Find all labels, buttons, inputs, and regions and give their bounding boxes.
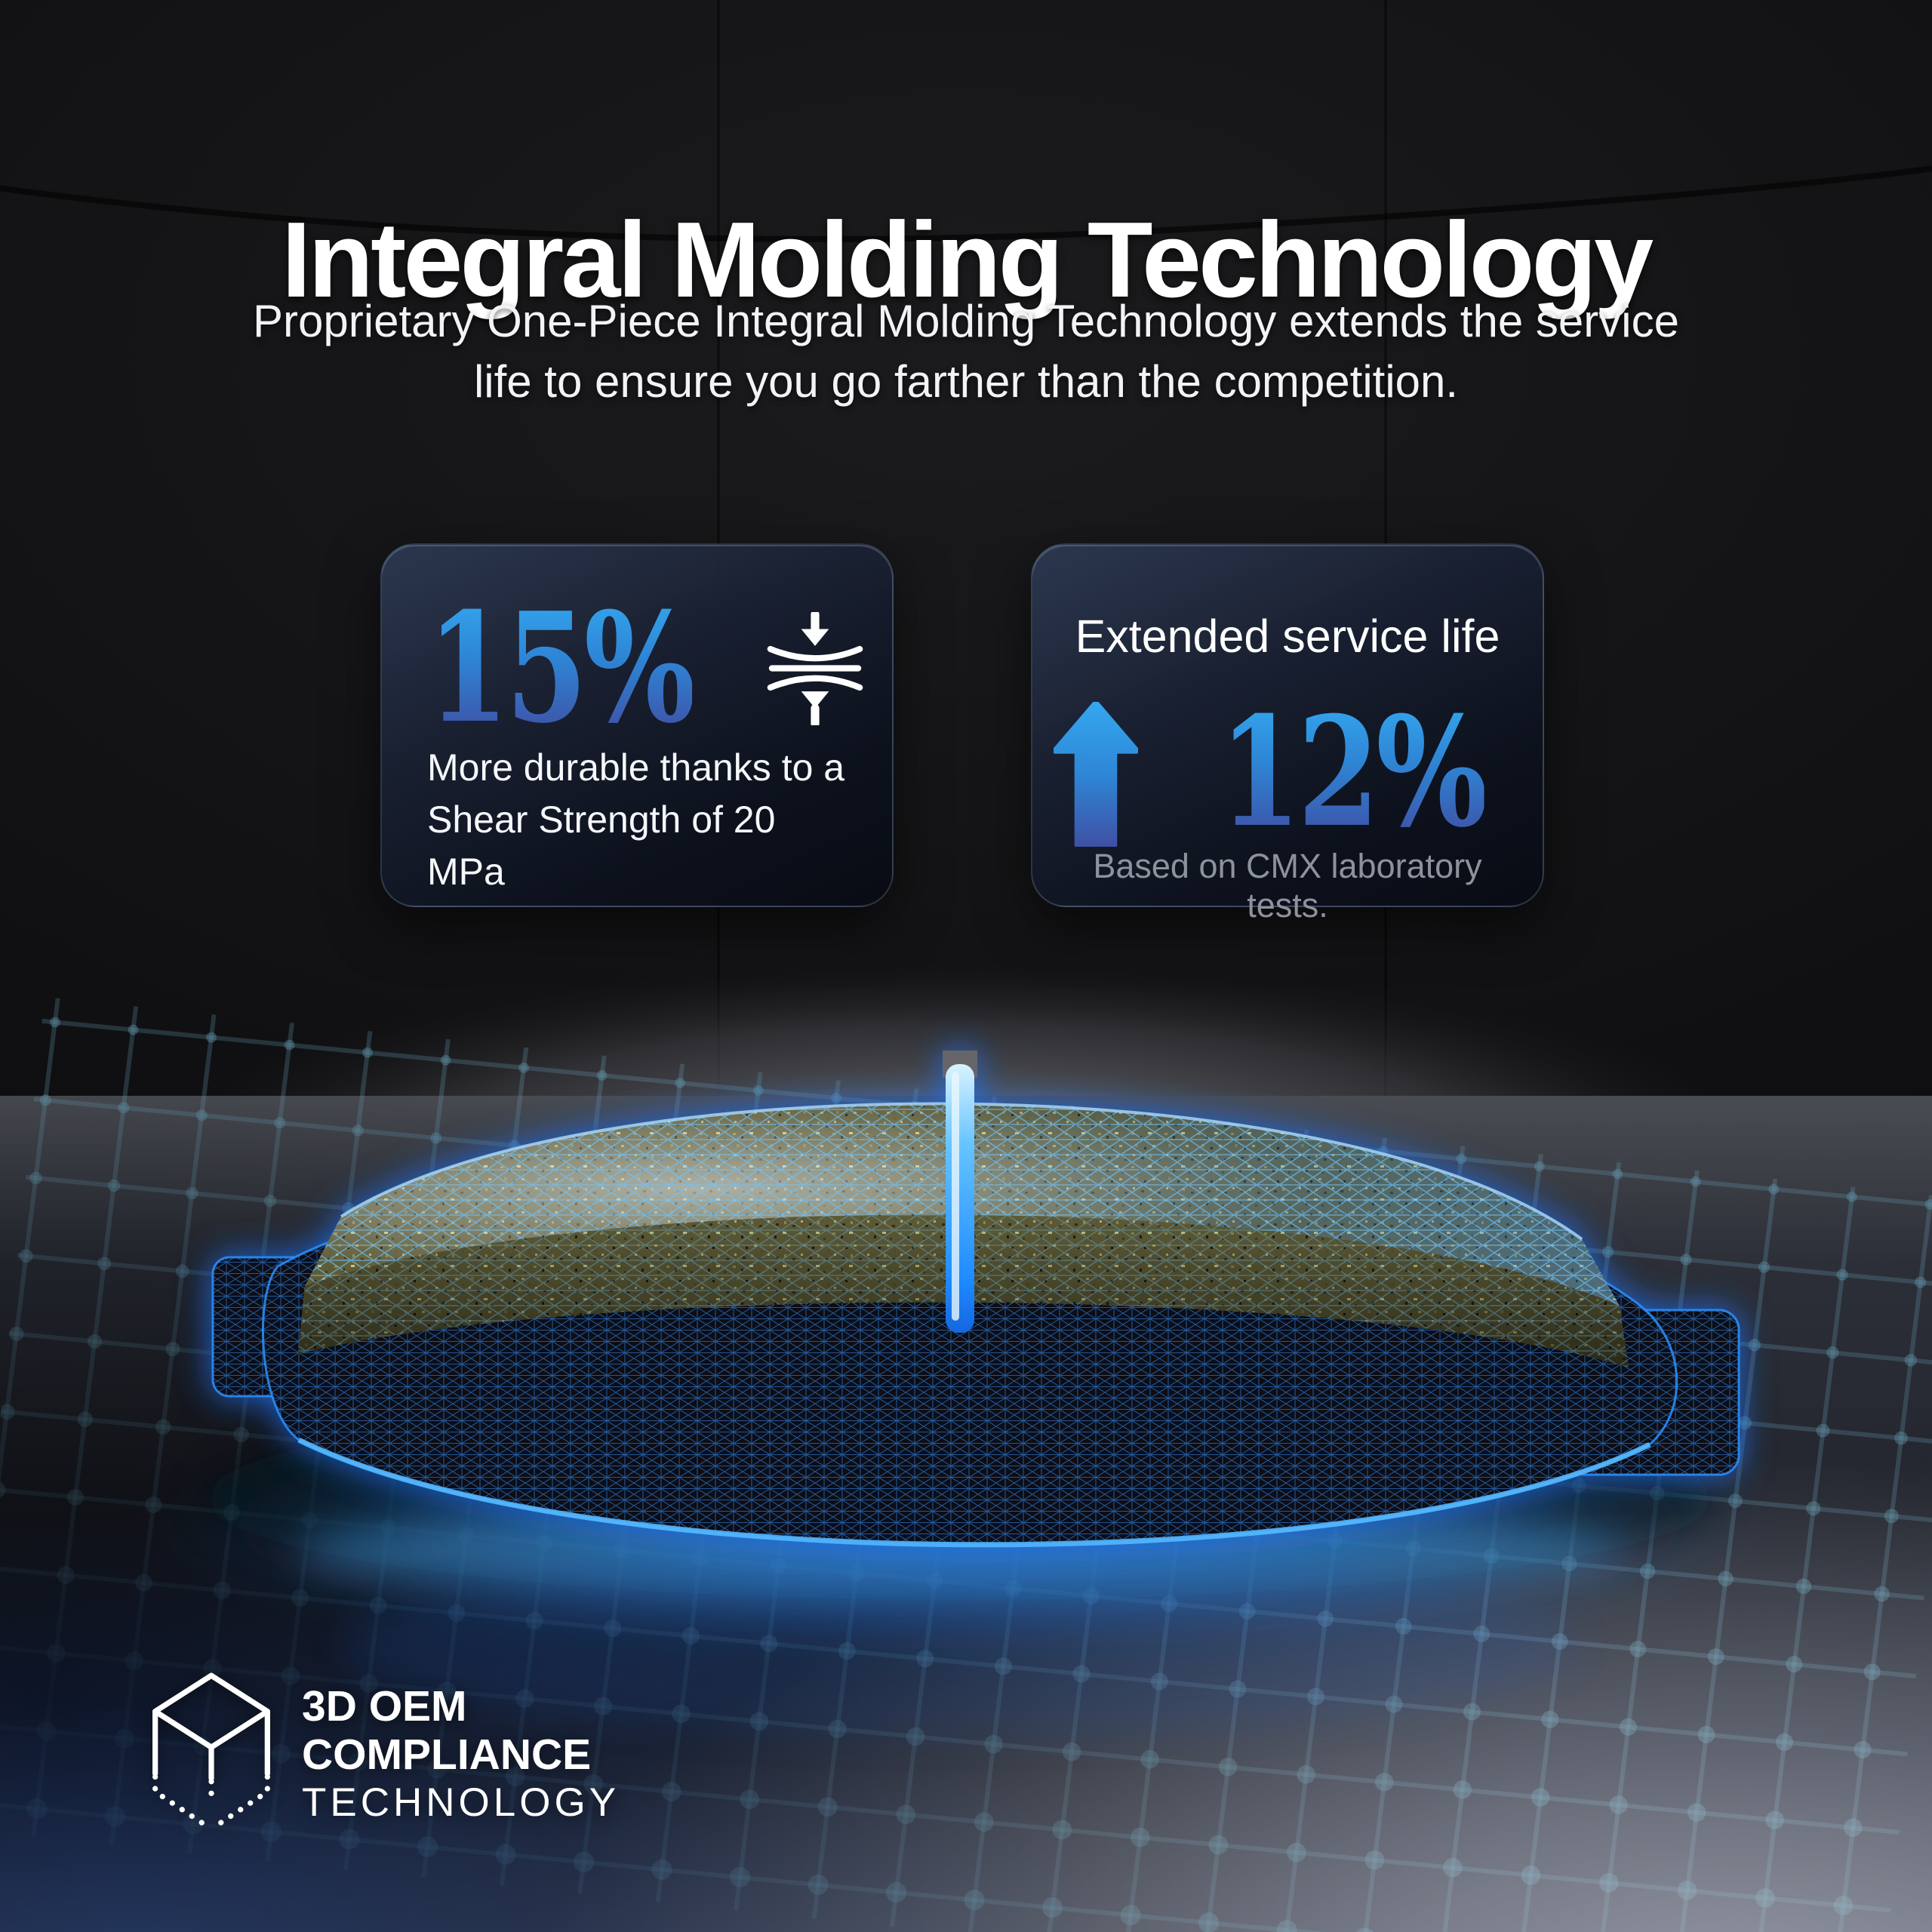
durability-desc-line-1: More durable thanks to a <box>427 746 845 789</box>
up-arrow-icon <box>1053 702 1138 847</box>
page-title: Integral Molding Technology <box>281 200 1654 321</box>
durability-description: More durable thanks to a Shear Strength … <box>427 742 853 898</box>
compression-icon <box>768 611 863 725</box>
service-life-card: Extended service life 12% Based on CMX l… <box>1031 543 1544 924</box>
service-life-stat-row: 12% <box>1053 683 1521 861</box>
service-life-heading: Extended service life <box>1075 611 1500 662</box>
page-subtitle: Proprietary One-Piece Integral Molding T… <box>0 291 1932 413</box>
durability-card: 15% More durable thanks to a Shear Stren… <box>380 543 894 907</box>
service-life-footnote: Based on CMX laboratory tests. <box>1093 847 1482 924</box>
brand-logo: 3D OEM COMPLIANCE TECHNOLOGY <box>148 1671 620 1838</box>
pad-reflection <box>341 1555 1579 1736</box>
subtitle-line-2: life to ensure you go farther than the c… <box>473 356 1459 408</box>
durability-desc-line-2: Shear Strength of 20 MPa <box>427 798 776 893</box>
plate-bottom-rim-light <box>297 1437 1651 1548</box>
wireframe-cube-icon <box>152 1672 270 1832</box>
brake-pad <box>211 1051 1740 1548</box>
backdrop-wall <box>0 0 1932 1102</box>
logo-line-1: 3D OEM <box>302 1682 467 1731</box>
logo-line-2: COMPLIANCE <box>302 1730 592 1780</box>
subtitle-line-1: Proprietary One-Piece Integral Molding T… <box>253 296 1679 346</box>
logo-line-3: TECHNOLOGY <box>302 1780 620 1826</box>
logo-text: 3D OEM COMPLIANCE TECHNOLOGY <box>302 1683 620 1826</box>
wall-curve-seam <box>0 165 1932 242</box>
durability-stat-row: 15% <box>427 580 863 757</box>
durability-stat: 15% <box>427 580 696 757</box>
center-groove <box>943 1051 977 1333</box>
service-life-stat: 12% <box>1219 683 1487 861</box>
